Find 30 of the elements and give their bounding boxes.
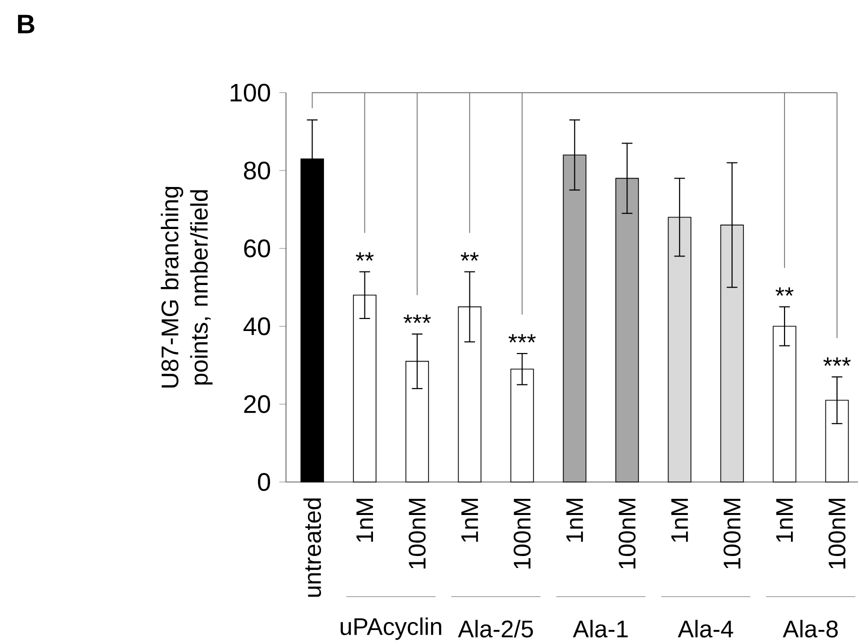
y-tick-label: 80 xyxy=(244,162,270,180)
data-label: *** xyxy=(404,314,431,324)
x-tick-label: 100nM xyxy=(408,498,426,568)
y-tick-label: 60 xyxy=(244,239,270,258)
y-tick-label: 40 xyxy=(243,317,270,336)
text: Ala-1 xyxy=(572,620,628,638)
text: B xyxy=(18,14,34,34)
x-tick-label: 1nM xyxy=(356,498,373,542)
data-label: *** xyxy=(508,334,536,342)
y-axis-title: U87-MG branching points, nmber/field xyxy=(160,186,213,388)
data-label: ** xyxy=(776,287,794,296)
x-tick-label: untreated xyxy=(303,498,322,597)
text: Ala-2/5 xyxy=(458,620,533,638)
text: Ala-8 xyxy=(782,620,838,638)
data-label: ** xyxy=(356,252,374,261)
x-tick-label: 100nM xyxy=(828,498,846,568)
y-tick-label: 0 xyxy=(258,473,270,491)
x-tick-label: 100nM xyxy=(618,498,636,568)
x-tick-label: 1nM xyxy=(776,498,793,542)
y-tick-label: 100 xyxy=(230,84,270,102)
x-tick-label: 100nM xyxy=(514,498,531,568)
x-tick-label: 100nM xyxy=(724,498,741,568)
data-label: *** xyxy=(823,357,851,366)
x-tick-label: 1nM xyxy=(461,498,478,542)
text: uPAcyclin xyxy=(340,617,442,640)
x-tick-label: 1nM xyxy=(566,498,583,542)
x-tick-label: 1nM xyxy=(671,498,688,542)
data-label: ** xyxy=(460,252,479,261)
y-tick-label: 20 xyxy=(244,395,270,414)
text: Ala-4 xyxy=(678,620,734,638)
